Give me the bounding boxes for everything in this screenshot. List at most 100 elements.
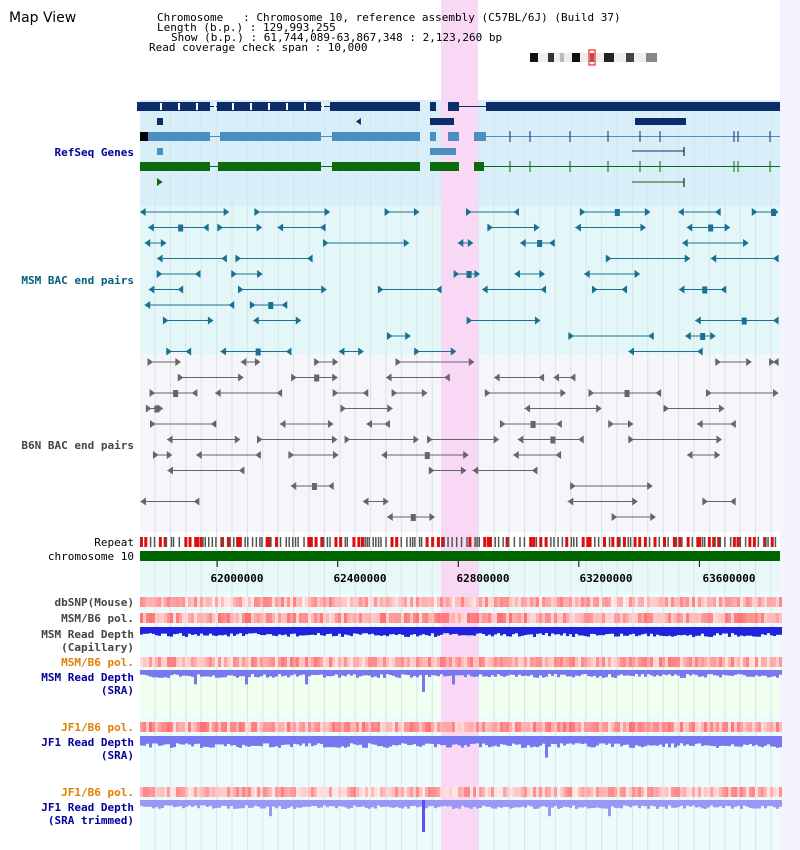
read-depth-bar (257, 800, 260, 807)
exon-gap (232, 103, 234, 110)
polymorphism-cell (365, 613, 368, 623)
track-label-jf1-depth-sra[interactable]: JF1 Read Depth (41, 736, 134, 749)
polymorphism-cell (623, 657, 626, 667)
track-label-jf1-b6-pol-2[interactable]: JF1/B6 pol. (61, 786, 134, 799)
read-depth-bar (770, 800, 773, 807)
read-depth-bar (200, 670, 203, 677)
msm-bac-pair-end (648, 332, 654, 340)
read-depth-bar (188, 800, 191, 806)
polymorphism-cell (662, 787, 665, 797)
polymorphism-cell (440, 597, 443, 607)
track-label-msm-depth-sra[interactable]: MSM Read Depth (41, 671, 134, 684)
polymorphism-cell (467, 597, 470, 607)
read-depth-bar (515, 736, 518, 745)
polymorphism-cell (644, 657, 647, 667)
polymorphism-cell (236, 597, 239, 607)
polymorphism-cell (449, 613, 452, 623)
read-depth-bar (245, 627, 248, 635)
polymorphism-cell (668, 613, 671, 623)
read-depth-bar (308, 736, 311, 744)
track-label-b6n-bac[interactable]: B6N BAC end pairs (21, 439, 134, 452)
msm-bac-pair-end (386, 332, 393, 340)
read-depth-bar (575, 670, 578, 676)
read-depth-bar (194, 627, 197, 635)
polymorphism-cell (182, 787, 185, 797)
polymorphism-cell (680, 657, 683, 667)
polymorphism-cell (167, 787, 170, 797)
polymorphism-cell (707, 722, 710, 732)
repeat-feature (196, 537, 200, 547)
polymorphism-cell (242, 787, 245, 797)
read-depth-bar (497, 800, 500, 808)
track-label-jf1-depth-trim-sub: (SRA trimmed) (47, 814, 134, 827)
polymorphism-cell (629, 722, 632, 732)
read-depth-bar (407, 800, 410, 809)
read-depth-bar (698, 627, 701, 636)
polymorphism-cell (476, 597, 479, 607)
polymorphism-cell (320, 657, 323, 667)
read-depth-bar (185, 627, 188, 637)
track-label-dbsnp[interactable]: dbSNP(Mouse) (54, 596, 134, 609)
exon-gap (178, 103, 180, 110)
read-depth-bar (767, 670, 770, 678)
track-label-refseq[interactable]: RefSeq Genes (54, 146, 134, 159)
polymorphism-cell (599, 722, 602, 732)
repeat-feature (573, 537, 575, 547)
repeat-feature (497, 537, 500, 547)
read-depth-bar (245, 800, 248, 806)
track-label-chromosome[interactable]: chromosome 10 (47, 550, 134, 563)
polymorphism-cell (179, 597, 182, 607)
polymorphism-cell (623, 787, 626, 797)
read-depth-bar (356, 627, 359, 634)
read-depth-bar (311, 736, 314, 747)
track-label-msm-bac[interactable]: MSM BAC end pairs (21, 274, 134, 287)
track-label-repeat[interactable]: Repeat (94, 536, 134, 549)
polymorphism-cell (269, 787, 272, 797)
polymorphism-cell (536, 787, 539, 797)
read-depth-bar (764, 800, 767, 809)
repeat-feature (675, 537, 678, 547)
polymorphism-cell (305, 657, 308, 667)
gene-strand-arrow (356, 118, 361, 125)
polymorphism-cell (425, 722, 428, 732)
track-label-msm-b6-pol-2[interactable]: MSM/B6 pol. (61, 656, 134, 669)
msm-bac-pair-end (579, 208, 586, 216)
polymorphism-cell (551, 787, 554, 797)
track-label-jf1-depth-trim[interactable]: JF1 Read Depth (41, 801, 134, 814)
read-depth-bar (650, 670, 653, 676)
msm-bac-pair-end (253, 316, 259, 325)
gene-exon (635, 118, 686, 125)
track-label-msm-depth-cap[interactable]: MSM Read Depth (41, 628, 134, 641)
polymorphism-cell (620, 657, 623, 667)
polymorphism-cell (587, 613, 590, 623)
polymorphism-cell (623, 722, 626, 732)
track-label-msm-b6-pol-1[interactable]: MSM/B6 pol. (61, 612, 134, 625)
read-depth-bar (776, 736, 779, 748)
read-depth-bar (275, 670, 278, 677)
read-depth-bar (395, 736, 398, 746)
polymorphism-cell (383, 787, 386, 797)
polymorphism-cell (746, 787, 749, 797)
b6n-bac-pair-end (196, 451, 202, 459)
polymorphism-cell (629, 597, 632, 607)
track-label-jf1-b6-pol-1[interactable]: JF1/B6 pol. (61, 721, 134, 734)
read-depth-bar (149, 736, 152, 748)
b6n-bac-pair-end (463, 451, 469, 459)
polymorphism-cell (299, 657, 302, 667)
repeat-feature (622, 537, 626, 547)
read-depth-bar (425, 627, 428, 636)
read-depth-bar (407, 670, 410, 676)
repeat-feature (663, 537, 667, 547)
polymorphism-cell (197, 722, 200, 732)
polymorphism-cell (149, 657, 152, 667)
polymorphism-cell (392, 613, 395, 623)
polymorphism-cell (650, 613, 653, 623)
header-chromosome: Chromosome : Chromosome 10, reference as… (157, 11, 621, 24)
polymorphism-cell (179, 613, 182, 623)
polymorphism-cell (245, 613, 248, 623)
polymorphism-cell (227, 613, 230, 623)
read-depth-bar (377, 800, 380, 806)
polymorphism-cell (149, 613, 152, 623)
polymorphism-cell (701, 657, 704, 667)
